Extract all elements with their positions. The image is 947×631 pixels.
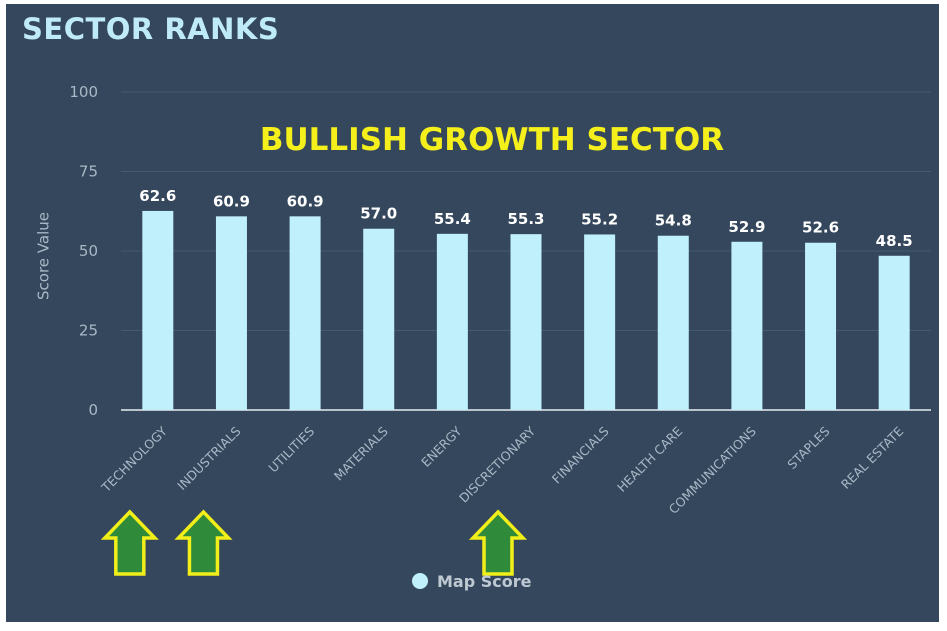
value-label: 55.4 [434, 210, 471, 228]
x-tick-label: ENERGY [418, 423, 465, 470]
value-label: 52.9 [728, 218, 765, 236]
up-arrow-icon [174, 509, 233, 576]
bar-industrials[interactable] [215, 216, 247, 410]
chart-annotation: BULLISH GROWTH SECTOR [260, 122, 724, 158]
x-tick-label: TECHNOLOGY [98, 423, 170, 495]
y-tick-label: 0 [88, 401, 98, 419]
up-arrow-icon [468, 509, 528, 576]
value-label: 55.3 [507, 210, 544, 228]
value-label: 57.0 [360, 205, 397, 223]
value-label: 54.8 [655, 212, 692, 230]
x-tick-label: FINANCIALS [549, 423, 612, 486]
y-tick-label: 25 [79, 322, 98, 340]
x-tick-label: REAL ESTATE [838, 423, 906, 491]
x-tick-label: INDUSTRIALS [174, 423, 243, 492]
value-label: 60.9 [213, 192, 250, 210]
y-tick-label: 75 [79, 163, 98, 181]
value-label: 60.9 [287, 192, 324, 210]
legend[interactable]: Map Score [412, 572, 532, 591]
value-label: 62.6 [139, 187, 176, 205]
up-arrow-icon [100, 509, 159, 576]
bar-communications[interactable] [731, 241, 763, 410]
bar-discretionary[interactable] [510, 234, 542, 410]
bar-financials[interactable] [584, 234, 616, 410]
y-tick-label: 100 [69, 83, 98, 101]
bar-technology[interactable] [142, 210, 174, 410]
bar-energy[interactable] [436, 233, 468, 410]
legend-marker [412, 573, 428, 589]
y-tick-label: 50 [79, 242, 98, 260]
value-label: 48.5 [876, 232, 913, 250]
x-tick-label: MATERIALS [331, 423, 391, 483]
value-label: 52.6 [802, 219, 839, 237]
bar-health-care[interactable] [657, 235, 689, 410]
x-tick-label: STAPLES [784, 423, 832, 471]
bar-staples[interactable] [805, 242, 837, 410]
x-tick-label: DISCRETIONARY [456, 423, 538, 505]
page-title: SECTOR RANKS [22, 12, 280, 46]
value-label: 55.2 [581, 210, 618, 228]
x-tick-label: UTILITIES [265, 423, 317, 475]
x-tick-label: HEALTH CARE [614, 423, 685, 494]
bar-materials[interactable] [363, 228, 395, 410]
chart-panel: SECTOR RANKS 0 25 50 75 100 Score Value 62.6… [6, 4, 939, 622]
legend-label: Map Score [437, 572, 532, 591]
bar-utilities[interactable] [289, 216, 321, 410]
bar-chart: 0 25 50 75 100 Score Value 62.6 60.9 60.9 57.0 5… [35, 83, 931, 591]
bar-real-estate[interactable] [878, 255, 910, 410]
y-axis-label: Score Value [35, 212, 53, 300]
